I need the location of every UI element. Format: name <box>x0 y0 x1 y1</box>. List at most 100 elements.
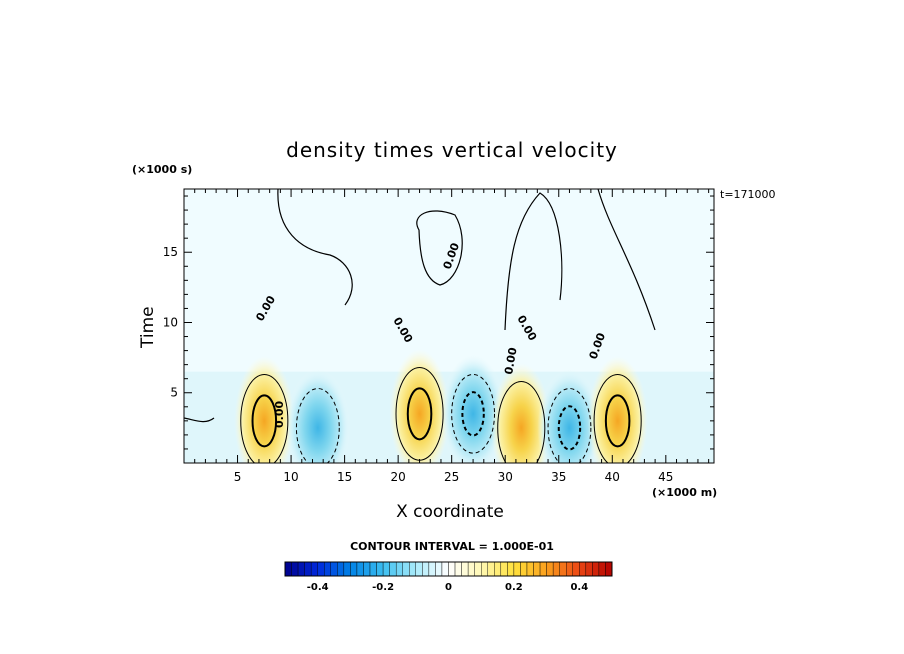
colorbar-swatch <box>552 561 560 577</box>
field-cell-5 <box>537 368 602 463</box>
colorbar-swatch <box>402 561 410 577</box>
colorbar-swatch <box>441 561 449 577</box>
colorbar-swatch <box>356 561 364 577</box>
colorbar-swatch <box>461 561 469 577</box>
chart-title: density times vertical velocity <box>286 138 618 162</box>
x-tick-label: 10 <box>283 470 298 484</box>
contour-inner-6 <box>604 394 631 448</box>
x-tick-label: 20 <box>391 470 406 484</box>
zero-contour-4 <box>184 417 215 423</box>
zero-contour-2 <box>504 192 563 331</box>
colorbar-swatch <box>592 561 600 577</box>
zero-contour-1 <box>416 210 463 286</box>
colorbar-swatch <box>500 561 508 577</box>
colorbar-swatch <box>494 561 502 577</box>
field-cell-3 <box>440 354 506 463</box>
y-tick-label: 10 <box>163 315 178 329</box>
colorbar-swatch <box>422 561 430 577</box>
colorbar-swatch <box>317 561 325 577</box>
colorbar-swatch <box>598 561 606 577</box>
colorbar-swatch <box>572 561 580 577</box>
colorbar-swatch <box>284 561 292 577</box>
field-cells <box>184 349 714 463</box>
time-annotation: t=171000 <box>720 188 776 201</box>
colorbar-swatch <box>467 561 475 577</box>
y-tick-label: 5 <box>170 386 178 400</box>
x-tick-label: 45 <box>658 470 673 484</box>
colorbar-swatch <box>343 561 351 577</box>
contour-inner-5 <box>557 405 582 451</box>
contour-outer-6 <box>593 373 642 463</box>
colorbar-swatch <box>605 561 613 577</box>
colorbar-swatch <box>487 561 495 577</box>
colorbar-swatch <box>539 561 547 577</box>
colorbar-swatch <box>415 561 423 577</box>
colorbar-swatch <box>324 561 331 577</box>
zero-contour-3 <box>597 189 656 331</box>
colorbar-swatch <box>546 561 554 577</box>
x-tick-label: 30 <box>498 470 513 484</box>
colorbar-swatch <box>409 561 417 577</box>
colorbar-swatch <box>520 561 528 577</box>
contour-interval-label: CONTOUR INTERVAL = 1.000E-01 <box>350 540 554 553</box>
colorbar-swatch <box>330 561 338 577</box>
colorbar-swatch <box>435 561 443 577</box>
plot-border <box>183 188 715 464</box>
colorbar-swatch <box>395 561 403 577</box>
colorbar-swatch <box>310 561 318 577</box>
colorbar-swatch <box>559 561 567 577</box>
zero-contour-0 <box>277 189 353 306</box>
contour-outer-3 <box>451 373 496 454</box>
contour-value-label-0: 0.00 <box>273 401 286 428</box>
field-cell-6 <box>587 356 648 463</box>
colorbar-swatch <box>291 561 299 577</box>
colorbar-swatch <box>474 561 482 577</box>
x-axis-unit: (×1000 m) <box>652 486 718 499</box>
colorbar-swatch <box>481 561 488 577</box>
contour-outer-5 <box>547 388 592 463</box>
colorbar-swatch <box>533 561 541 577</box>
colorbar-swatch <box>579 561 587 577</box>
contour-outer-4 <box>497 381 546 463</box>
contour-inner-0 <box>251 394 278 448</box>
colorbar-swatch <box>382 561 390 577</box>
x-axis-label: X coordinate <box>0 502 904 522</box>
x-tick-label: 35 <box>551 470 566 484</box>
colorbar-swatch <box>376 561 384 577</box>
colorbar-swatch <box>304 561 312 577</box>
colorbar-swatch <box>363 561 371 577</box>
axes: 5 10 15 20 25 30 35 40 45 5 10 15 <box>163 189 714 484</box>
colorbar-swatch <box>585 561 593 577</box>
contour-value-label-4: 0.00 <box>502 346 520 375</box>
colorbar-tick-label: 0.4 <box>570 582 588 593</box>
colorbar-swatch <box>513 561 521 577</box>
colorbar-border <box>284 561 613 577</box>
x-tick-label: 5 <box>234 470 242 484</box>
colorbar-swatch <box>507 561 515 577</box>
colorbar-swatch <box>297 561 305 577</box>
field-cell-1 <box>285 368 350 463</box>
contour-inner-2 <box>406 387 433 441</box>
colorbar-tick-label: 0 <box>445 582 452 593</box>
colorbar-swatch <box>337 561 345 577</box>
contour-outer-0 <box>240 373 289 463</box>
colorbar-swatch <box>350 561 358 577</box>
colorbar-swatch <box>526 561 534 577</box>
y-axis-unit: (×1000 s) <box>132 163 193 176</box>
x-tick-label: 40 <box>605 470 620 484</box>
colorbar-swatch <box>454 561 462 577</box>
colorbar-swatch <box>566 561 573 577</box>
colorbar-swatch <box>428 561 436 577</box>
colorbar-tick-label: -0.2 <box>372 582 394 593</box>
plot-frame <box>183 188 715 464</box>
contour-inner-3 <box>461 391 485 437</box>
y-tick-label: 15 <box>163 245 178 259</box>
colorbar-swatch <box>448 561 456 577</box>
colorbar: -0.4 -0.2 0 0.2 0.4 <box>284 561 613 593</box>
x-tick-label: 25 <box>444 470 459 484</box>
field-cell-4 <box>491 363 552 463</box>
colorbar-swatch <box>369 561 377 577</box>
colorbar-tick-label: 0.2 <box>505 582 523 593</box>
colorbar-tick-label: -0.4 <box>307 582 329 593</box>
